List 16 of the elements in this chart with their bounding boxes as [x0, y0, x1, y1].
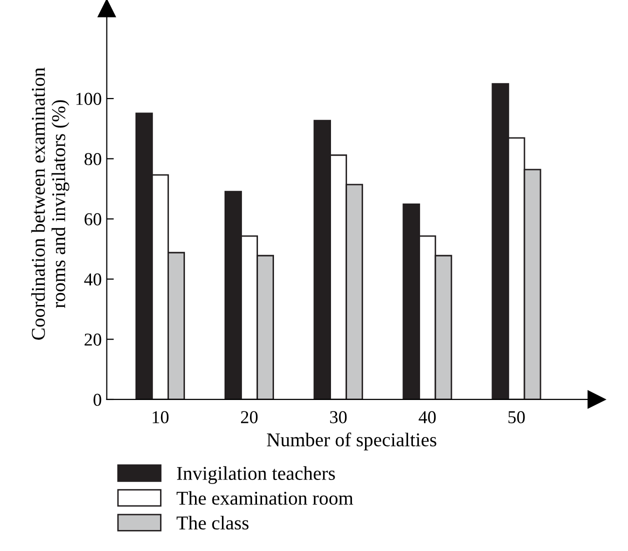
- x-axis-title: Number of specialties: [266, 432, 436, 450]
- x-tick-label: 20: [241, 411, 258, 424]
- legend-label: The class: [176, 516, 248, 530]
- y-tick-label: 80: [84, 152, 102, 166]
- x-tick-label: 30: [330, 411, 347, 424]
- y-tick-label: 60: [84, 213, 102, 226]
- x-tick-label: 50: [508, 411, 525, 424]
- legend-label: The examination room: [176, 491, 354, 505]
- y-tick-label: 40: [84, 273, 102, 286]
- y-tick-label: 100: [76, 92, 102, 105]
- y-axis-title: Coordination between examination rooms and invigilators (%): [31, 68, 70, 340]
- x-tick-label: 10: [152, 411, 169, 424]
- x-tick-label: 40: [418, 411, 436, 424]
- y-tick-label: 20: [84, 334, 102, 346]
- y-tick-label: 0: [94, 394, 102, 406]
- legend-label: Invigilation teachers: [177, 466, 335, 484]
